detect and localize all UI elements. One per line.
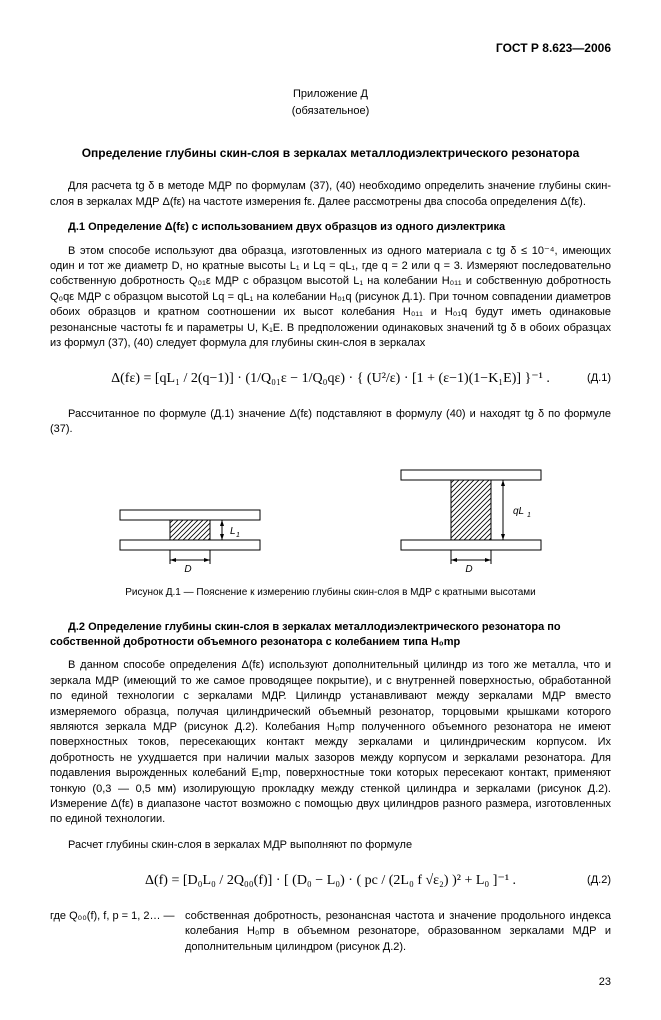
appendix-letter: Приложение Д <box>50 87 611 102</box>
where-left: где Q₀₀(f), f, p = 1, 2… — <box>50 909 185 955</box>
formula-d2: Δ(f) = [D₀L₀ / 2Q₀₀(f)] · [ (D₀ − L₀) · … <box>145 871 516 891</box>
formula-d1-num: (Д.1) <box>587 371 611 386</box>
svg-text:D: D <box>465 564 472 575</box>
appendix-type: (обязательное) <box>50 104 611 119</box>
where-right: собственная добротность, резонансная час… <box>185 909 611 955</box>
figure-d1-left: D L 1 <box>110 488 270 578</box>
where-block: где Q₀₀(f), f, p = 1, 2… — собственная д… <box>50 909 611 955</box>
svg-text:D: D <box>185 564 192 575</box>
svg-text:1: 1 <box>236 532 240 539</box>
after-d1-para: Рассчитанное по формуле (Д.1) значение Δ… <box>50 407 611 438</box>
formula-d2-num: (Д.2) <box>587 873 611 888</box>
page-number: 23 <box>50 975 611 990</box>
d2-para2: Расчет глубины скин-слоя в зеркалах МДР … <box>50 838 611 853</box>
section-d1-title: Д.1 Определение Δ(fε) с использованием д… <box>50 220 611 235</box>
standard-code: ГОСТ Р 8.623—2006 <box>50 40 611 57</box>
d1-para: В этом способе используют два образца, и… <box>50 244 611 352</box>
section-d2-title: Д.2 Определение глубины скин-слоя в зерк… <box>50 620 611 651</box>
formula-d1: Δ(fε) = [qL₁ / 2(q−1)] · (1/Q₀₁ε − 1/Q₀q… <box>111 369 550 389</box>
figure-d1-caption: Рисунок Д.1 — Пояснение к измерению глуб… <box>50 586 611 600</box>
intro-para: Для расчета tg δ в методе МДР по формула… <box>50 179 611 210</box>
svg-text:qL: qL <box>513 506 524 517</box>
figure-d1: D L 1 D qL 1 <box>50 458 611 578</box>
svg-text:L: L <box>230 526 236 537</box>
svg-text:1: 1 <box>527 512 531 519</box>
figure-d1-right: D qL 1 <box>391 458 551 578</box>
formula-d1-row: Δ(fε) = [qL₁ / 2(q−1)] · (1/Q₀₁ε − 1/Q₀q… <box>50 369 611 389</box>
formula-d2-row: Δ(f) = [D₀L₀ / 2Q₀₀(f)] · [ (D₀ − L₀) · … <box>50 871 611 891</box>
d2-para1: В данном способе определения Δ(fε) испол… <box>50 658 611 827</box>
main-title: Определение глубины скин-слоя в зеркалах… <box>50 145 611 162</box>
